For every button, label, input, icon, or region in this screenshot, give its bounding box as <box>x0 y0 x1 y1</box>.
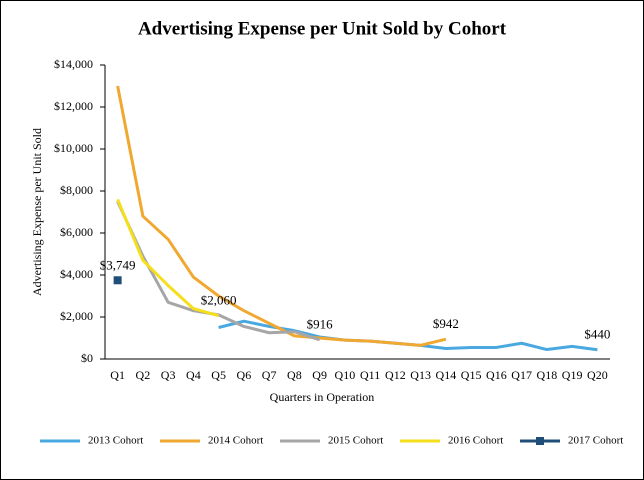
x-tick-label: Q7 <box>262 368 277 382</box>
x-tick-label: Q2 <box>136 368 151 382</box>
x-tick-label: Q18 <box>537 368 558 382</box>
value-label: $2,060 <box>201 293 237 308</box>
y-tick-label: $12,000 <box>54 99 93 113</box>
x-tick-label: Q3 <box>161 368 176 382</box>
x-tick-label: Q13 <box>410 368 431 382</box>
legend-label: 2017 Cohort <box>568 435 623 447</box>
chart-title: Advertising Expense per Unit Sold by Coh… <box>138 18 507 39</box>
x-tick-label: Q12 <box>385 368 406 382</box>
x-tick-label: Q17 <box>511 368 532 382</box>
x-tick-label: Q6 <box>237 368 252 382</box>
y-axis-title: Advertising Expense per Unit Sold <box>30 128 44 296</box>
x-tick-label: Q20 <box>587 368 608 382</box>
x-tick-label: Q10 <box>335 368 356 382</box>
value-label: $916 <box>307 317 334 332</box>
value-label: $440 <box>584 327 610 342</box>
y-tick-label: $10,000 <box>54 141 93 155</box>
x-tick-label: Q14 <box>436 368 457 382</box>
x-tick-label: Q8 <box>287 368 302 382</box>
x-tick-label: Q11 <box>360 368 380 382</box>
legend-label: 2013 Cohort <box>88 435 143 447</box>
y-tick-label: $4,000 <box>60 267 93 281</box>
x-tick-label: Q4 <box>186 368 201 382</box>
point-marker <box>113 276 122 285</box>
x-tick-label: Q15 <box>461 368 482 382</box>
x-tick-label: Q19 <box>562 368 583 382</box>
legend-label: 2016 Cohort <box>448 435 503 447</box>
y-tick-label: $0 <box>81 351 93 365</box>
y-tick-label: $2,000 <box>60 309 93 323</box>
y-tick-label: $6,000 <box>60 225 93 239</box>
legend-label: 2015 Cohort <box>328 435 383 447</box>
x-tick-label: Q9 <box>312 368 327 382</box>
series-line <box>116 85 447 347</box>
series-line <box>116 198 220 318</box>
value-label: $942 <box>433 316 459 331</box>
x-tick-label: Q5 <box>211 368 226 382</box>
legend-marker <box>536 437 544 445</box>
value-label: $3,749 <box>100 257 136 272</box>
legend-label: 2014 Cohort <box>208 435 263 447</box>
x-tick-label: Q1 <box>110 368 125 382</box>
y-tick-label: $8,000 <box>60 183 93 197</box>
x-tick-label: Q16 <box>486 368 507 382</box>
x-axis-title: Quarters in Operation <box>270 390 375 404</box>
y-tick-label: $14,000 <box>54 57 93 71</box>
